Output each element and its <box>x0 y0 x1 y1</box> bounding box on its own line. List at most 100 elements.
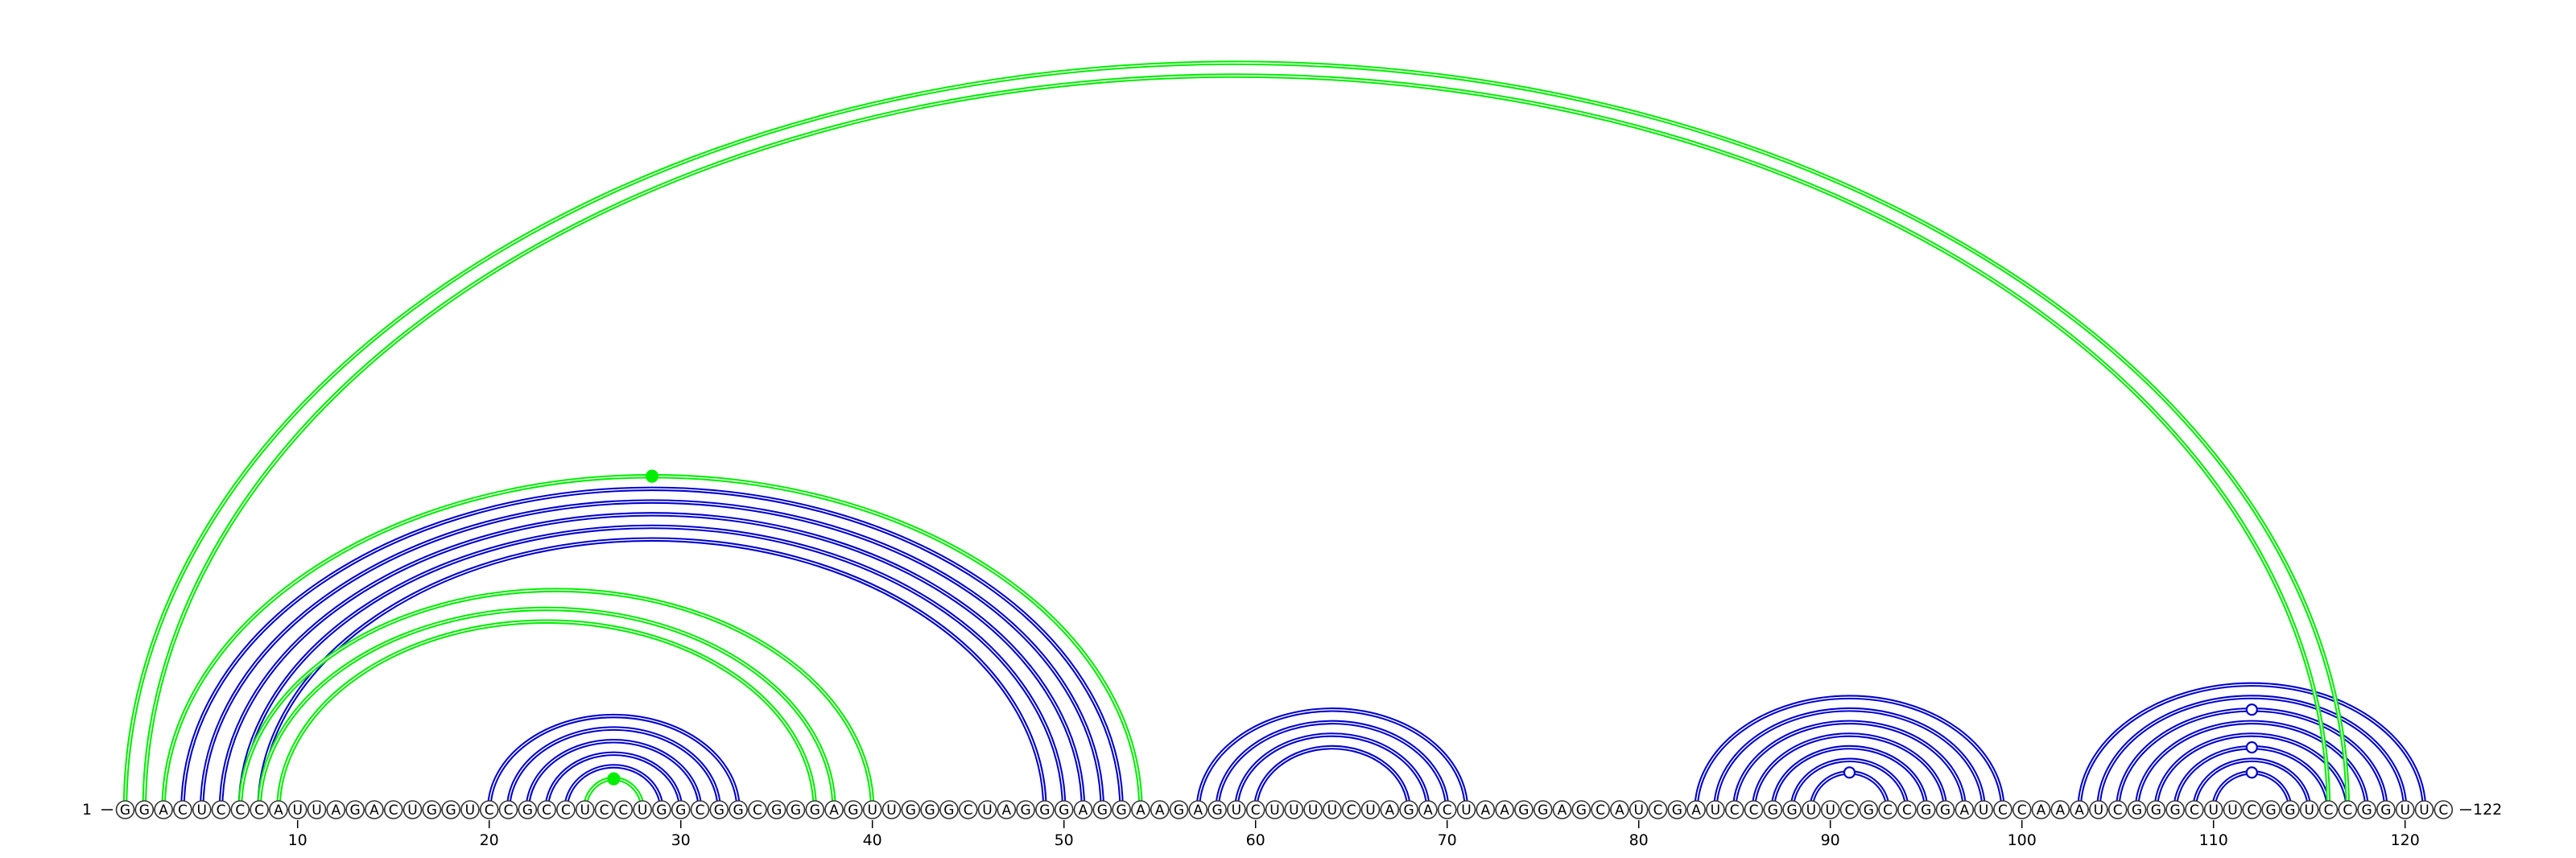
nucleotide: G <box>1169 800 1189 819</box>
nucleotide-circle <box>1341 800 1361 819</box>
nucleotide-letter: C <box>1883 802 1893 819</box>
nucleotide-circle <box>2376 800 2396 819</box>
nucleotide-letter: C <box>964 802 973 819</box>
tick-label-110: 110 <box>2199 831 2228 849</box>
nucleotide-letter: G <box>925 802 935 819</box>
position-axis: 10 20 30 40 50 60 70 80 90 100 110 120 <box>288 820 2420 849</box>
nucleotide: G <box>729 800 748 819</box>
nucleotide-letter: U <box>1979 802 1988 819</box>
nucleotide: C <box>498 800 518 819</box>
nucleotide: U <box>2089 800 2108 819</box>
green-arc-2-116 <box>142 73 2331 811</box>
nucleotide-circle <box>211 800 231 819</box>
nucleotide-circle <box>2318 800 2339 819</box>
nucleotide-circle <box>1820 800 1840 819</box>
nucleotide: C <box>958 800 978 819</box>
nucleotide-letter: G <box>139 802 150 819</box>
nucleotide-letter: G <box>350 802 361 819</box>
nucleotide-circle <box>633 800 652 819</box>
nucleotide-circle <box>1284 800 1304 819</box>
nucleotide-circle <box>1955 800 1975 819</box>
nucleotide-circle <box>671 800 691 819</box>
nucleotide-circle <box>479 800 499 819</box>
nucleotide: U <box>2395 800 2415 819</box>
nucleotide-circle <box>2338 800 2358 819</box>
tick-label-70: 70 <box>1438 831 1457 849</box>
nucleotide-circle <box>1782 800 1802 819</box>
nucleotide-circle <box>1552 800 1572 819</box>
nucleotide: G <box>441 800 460 819</box>
nucleotide-letter: C <box>2438 802 2448 819</box>
nucleotide-circle <box>748 800 767 819</box>
nucleotide: C <box>1591 800 1610 819</box>
nucleotide-letter: U <box>1806 802 1816 819</box>
nucleotide: G <box>766 800 786 819</box>
nucleotide-circle <box>1399 800 1418 819</box>
nucleotide-circle <box>383 800 403 819</box>
nucleotide-circle <box>1227 800 1246 819</box>
nucleotide-letter: G <box>1787 802 1798 819</box>
nucleotide-circle <box>2050 800 2070 819</box>
nucleotide-letter: A <box>1136 802 1146 819</box>
nucleotide-letter: U <box>1365 802 1375 819</box>
nucleotide: U <box>1456 800 1476 819</box>
nucleotide-circle <box>269 800 288 819</box>
nucleotide-circle <box>824 800 844 819</box>
nucleotide-letter: G <box>1940 802 1951 819</box>
nucleotide-circle <box>2165 800 2185 819</box>
nucleotide-circle <box>2012 800 2032 819</box>
nucleotide-circle <box>1859 800 1879 819</box>
nucleotide: U <box>1820 800 1840 819</box>
nucleotide-letter: G <box>1864 802 1874 819</box>
nucleotide: G <box>2281 800 2300 819</box>
arc-gap-60-68 <box>1255 746 1410 811</box>
nucleotide-circle <box>1897 800 1917 819</box>
end-label: 122 <box>2473 801 2502 819</box>
nucleotide-letter: G <box>1672 802 1682 819</box>
nucleotide: U <box>460 800 480 819</box>
nucleotide: G <box>1112 800 1131 819</box>
nucleotide: A <box>326 800 346 819</box>
nucleotide-circle <box>1054 800 1074 819</box>
nucleotide: A <box>1131 800 1150 819</box>
nucleotide-circle <box>2395 800 2415 819</box>
nucleotide-circle <box>326 800 346 819</box>
nucleotide: C <box>537 800 556 819</box>
nucleotide-letter: U <box>982 802 992 819</box>
nucleotide-circle <box>766 800 786 819</box>
nucleotide-circle <box>365 800 384 819</box>
nucleotide-letter: C <box>1653 802 1663 819</box>
nucleotide-circle <box>1935 800 1955 819</box>
nucleotide: U <box>1706 800 1725 819</box>
nucleotide-circle <box>1437 800 1457 819</box>
nucleotide: C <box>613 800 634 819</box>
arc-gap-83-99 <box>1695 696 2004 811</box>
nucleotide: G <box>2357 800 2376 819</box>
nucleotide: U <box>1802 800 1821 819</box>
nucleotide-letter: C <box>1347 802 1356 819</box>
nucleotide: G <box>1035 800 1055 819</box>
nucleotide: U <box>1629 800 1649 819</box>
nucleotide: C <box>1437 800 1457 819</box>
nucleotide-letter: G <box>771 802 782 819</box>
nucleotide-letter: G <box>848 802 858 819</box>
nucleotide-letter: U <box>312 802 321 819</box>
nucleotide-letter: C <box>2190 802 2199 819</box>
nucleotide-circle <box>1974 800 1993 819</box>
nucleotide: U <box>402 800 423 819</box>
arc-gap-86-96 <box>1752 734 1946 811</box>
tick-label-10: 10 <box>288 831 308 849</box>
nucleotide: A <box>1418 800 1438 819</box>
nucleotide-letter: U <box>886 802 896 819</box>
arc-gap-8-38 <box>258 608 835 811</box>
nucleotide-circle <box>2414 800 2434 819</box>
nucleotide: C <box>1341 800 1361 819</box>
nucleotide-letter: C <box>2324 802 2334 819</box>
arc-gap-4-53 <box>182 488 1122 811</box>
nucleotide-circle <box>1265 800 1285 819</box>
nucleotide: U <box>2414 800 2434 819</box>
nucleotide: C <box>1897 800 1917 819</box>
nucleotide-circle <box>881 800 902 819</box>
nucleotide-letter: U <box>1327 802 1337 819</box>
